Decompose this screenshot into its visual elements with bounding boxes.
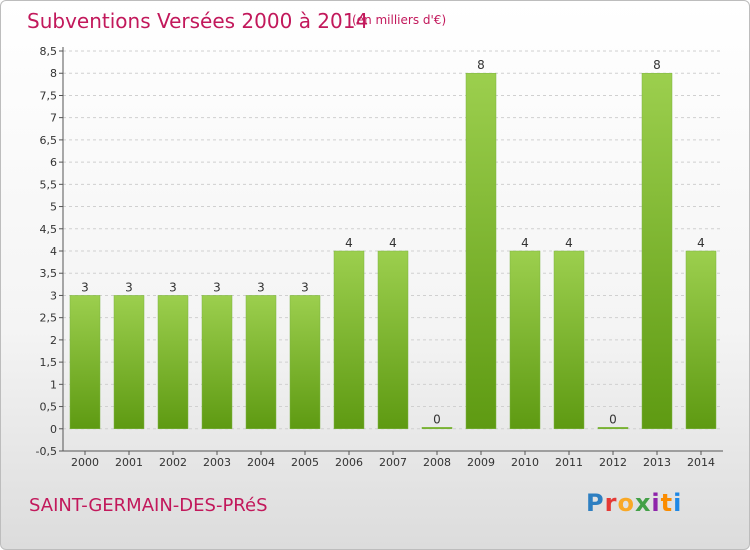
data-label: 4 (565, 236, 573, 250)
y-tick-label: 2 (50, 334, 57, 347)
y-tick-label: 3,5 (40, 267, 58, 280)
data-label: 3 (169, 280, 177, 294)
y-tick-label: 0,5 (40, 401, 58, 414)
logo-letter: t (660, 489, 674, 517)
bar (465, 72, 497, 430)
x-tick-label: 2003 (203, 456, 231, 469)
bar (509, 250, 541, 430)
data-label: 3 (81, 280, 89, 294)
data-label: 4 (521, 236, 529, 250)
data-label: 3 (301, 280, 309, 294)
bar (377, 250, 409, 430)
chart-title: Subventions Versées 2000 à 2014 (27, 9, 369, 33)
bar (421, 427, 453, 430)
y-tick-label: 7,5 (40, 89, 58, 102)
data-label: 4 (345, 236, 353, 250)
bar (201, 295, 233, 430)
bar (597, 427, 629, 430)
x-tick-label: 2005 (291, 456, 319, 469)
logo-letter: x (634, 489, 652, 517)
bar (157, 295, 189, 430)
bar-chart: -0,5 0 0,5 1 1,5 2 2,5 3 3,5 4 4,5 5 5,5 6 6,5 7 7,5 8 8,5… (36, 45, 723, 469)
logo-letter: o (617, 489, 635, 517)
bar (641, 72, 673, 430)
x-tick-label: 2014 (687, 456, 715, 469)
bars (69, 72, 717, 430)
data-label: 3 (125, 280, 133, 294)
data-label: 4 (697, 236, 705, 250)
bar (553, 250, 585, 430)
data-label: 3 (213, 280, 221, 294)
x-tick-label: 2011 (555, 456, 583, 469)
bar (245, 295, 277, 430)
y-tick-label: 0 (50, 423, 57, 436)
y-tick-label: 3 (50, 289, 57, 302)
y-tick-label: -0,5 (36, 445, 57, 458)
x-tick-label: 2013 (643, 456, 671, 469)
chart-unit: (en milliers d'€) (352, 13, 447, 27)
x-tick-label: 2002 (159, 456, 187, 469)
y-tick-label: 6,5 (40, 134, 58, 147)
bar (69, 295, 101, 430)
x-tick-label: 2012 (599, 456, 627, 469)
y-tick-label: 8 (50, 67, 57, 80)
y-tick-label: 4,5 (40, 223, 58, 236)
x-tick-label: 2009 (467, 456, 495, 469)
x-tick-label: 2001 (115, 456, 143, 469)
bar (289, 295, 321, 430)
proxiti-logo: Proxiti (586, 489, 682, 517)
data-label: 8 (653, 58, 661, 72)
y-tick-label: 7 (50, 112, 57, 125)
data-label: 8 (477, 58, 485, 72)
logo-letter: i (673, 489, 683, 517)
x-tick-label: 2004 (247, 456, 275, 469)
x-tick-label: 2007 (379, 456, 407, 469)
bar (333, 250, 365, 430)
x-tick-label: 2000 (71, 456, 99, 469)
y-tick-label: 5 (50, 201, 57, 214)
logo-letter: r (604, 489, 618, 517)
data-label: 0 (433, 412, 441, 426)
y-tick-label: 4 (50, 245, 57, 258)
data-label: 4 (389, 236, 397, 250)
data-label: 3 (257, 280, 265, 294)
y-tick-label: 8,5 (40, 45, 58, 58)
axes (59, 47, 723, 455)
y-tick-label: 1,5 (40, 356, 58, 369)
bar (685, 250, 717, 430)
labels: -0,5 0 0,5 1 1,5 2 2,5 3 3,5 4 4,5 5 5,5 6 6,5 7 7,5 8 8,5… (36, 45, 715, 469)
commune-name: SAINT-GERMAIN-DES-PRéS (29, 495, 268, 516)
logo-letter: i (651, 489, 661, 517)
y-tick-label: 5,5 (40, 178, 58, 191)
y-tick-label: 1 (50, 378, 57, 391)
x-tick-label: 2010 (511, 456, 539, 469)
x-tick-label: 2006 (335, 456, 363, 469)
logo-letter: P (586, 489, 605, 517)
data-label: 0 (609, 412, 617, 426)
x-tick-label: 2008 (423, 456, 451, 469)
bar (113, 295, 145, 430)
y-tick-label: 6 (50, 156, 57, 169)
y-tick-label: 2,5 (40, 312, 58, 325)
